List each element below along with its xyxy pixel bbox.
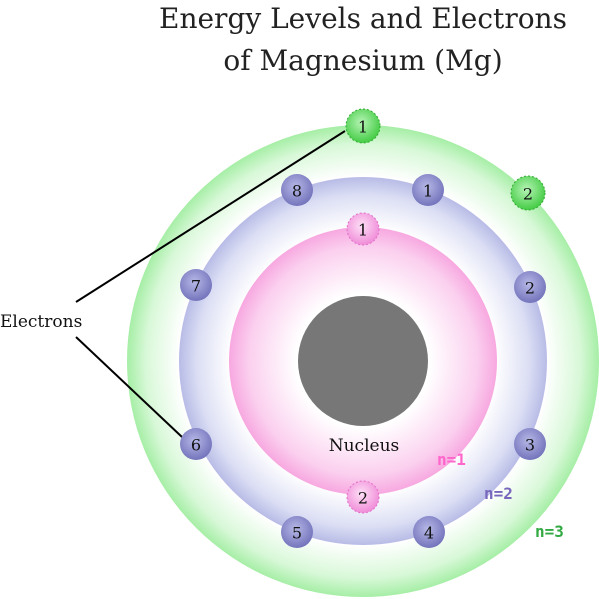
electron-label: 5 [292, 524, 302, 543]
pointer-line-top [75, 130, 346, 303]
electron-n2-1: 1 [412, 174, 444, 206]
electron-label: 3 [525, 436, 535, 455]
electron-label: 6 [191, 436, 201, 455]
electron-label: 1 [358, 118, 368, 137]
electron-n3-1: 1 [345, 108, 381, 144]
level-label-n2: n=2 [484, 484, 513, 503]
electrons-label: Electrons [0, 312, 82, 332]
nucleus-label: Nucleus [329, 436, 400, 456]
electron-n2-4: 4 [413, 516, 445, 548]
electron-n1-1: 1 [346, 212, 380, 246]
electron-n2-3: 3 [514, 428, 546, 460]
electron-label: 7 [191, 277, 201, 296]
electron-n1-2: 2 [346, 480, 380, 514]
electron-label: 2 [525, 279, 535, 298]
electron-n2-7: 7 [180, 269, 212, 301]
electron-n2-8: 8 [281, 174, 313, 206]
electron-label: 4 [424, 524, 434, 543]
electron-label: 2 [358, 489, 368, 508]
level-label-n3: n=3 [535, 522, 564, 541]
nucleus [298, 296, 428, 426]
title-line-1: Energy Levels and Electrons [159, 2, 567, 35]
electron-label: 2 [523, 185, 533, 204]
electron-label: 8 [292, 182, 302, 201]
electron-n2-2: 2 [514, 271, 546, 303]
title-line-2: of Magnesium (Mg) [223, 44, 503, 77]
level-label-n1: n=1 [437, 450, 466, 469]
electron-n2-5: 5 [281, 516, 313, 548]
electron-label: 1 [358, 221, 368, 240]
electron-n3-2: 2 [510, 175, 546, 211]
electron-n2-6: 6 [180, 428, 212, 460]
pointer-line-bottom [75, 336, 183, 438]
electron-label: 1 [423, 182, 433, 201]
